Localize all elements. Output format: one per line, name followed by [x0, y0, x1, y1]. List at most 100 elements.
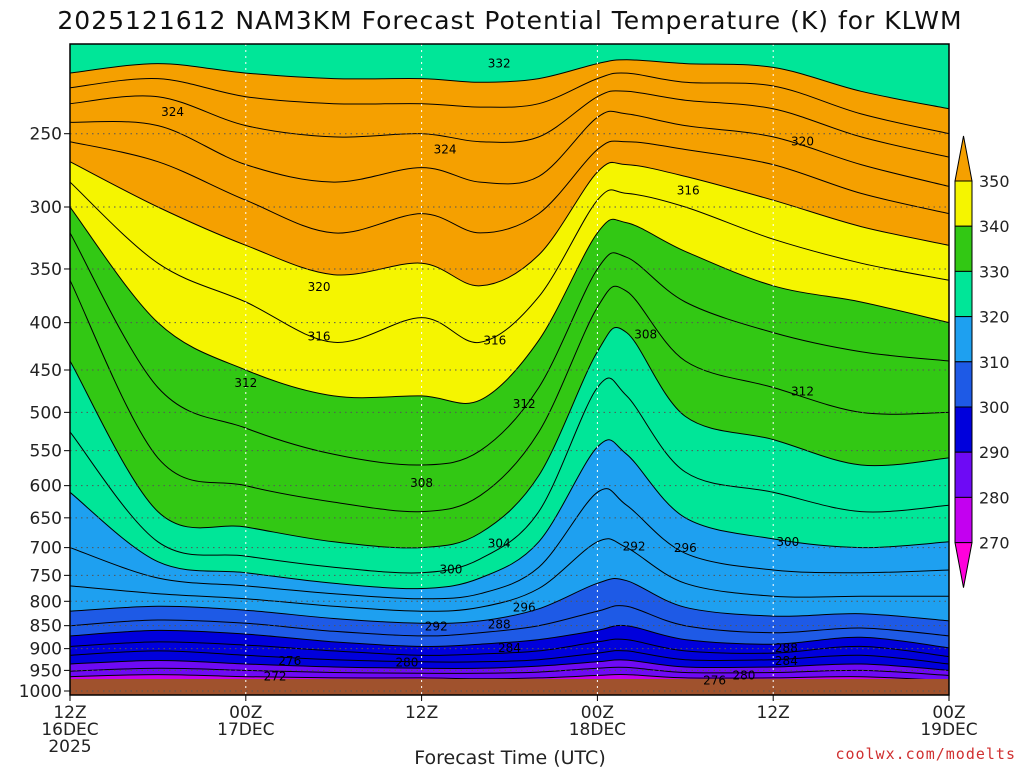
colorbar-tick-label: 320 [979, 308, 1010, 327]
colorbar-segment-310-320 [954, 316, 973, 363]
contour-label-288: 288 [488, 618, 511, 632]
colorbar-tick-label: 340 [979, 217, 1010, 236]
x-tick-label: 17DEC [217, 720, 274, 740]
isentrope-296 [70, 638, 949, 658]
contour-label-332: 332 [488, 57, 511, 71]
x-tick-label: 00Z [581, 703, 614, 723]
colorbar-segment-320-330 [954, 270, 973, 318]
x-tick-label: 16DEC [41, 720, 98, 740]
y-tick-label: 950 [30, 661, 62, 681]
y-tick-label: 250 [30, 125, 62, 145]
contour-label-308: 308 [634, 328, 657, 342]
isentrope-360 [70, 90, 949, 158]
isentrope-356 [70, 110, 949, 187]
colorbar-extend-top [954, 135, 973, 182]
colorbar-segment-270-280 [954, 496, 973, 544]
isentrope-308 [70, 578, 949, 624]
y-tick-label: 300 [30, 198, 62, 218]
y-tick-label: 750 [30, 566, 62, 586]
isentrope-300 [70, 624, 949, 649]
contour-label-308: 308 [410, 476, 433, 490]
colorbar-extend-bottom [954, 542, 973, 588]
isentrope-284 [70, 666, 949, 676]
contour-label-276: 276 [703, 673, 726, 687]
colorbar-segment-300-310 [954, 361, 973, 408]
y-tick-label: 700 [30, 539, 62, 559]
contour-label-288: 288 [775, 641, 798, 655]
contour-label-312: 312 [513, 397, 536, 411]
contour-label-292: 292 [425, 620, 448, 634]
contour-label-276: 276 [278, 654, 301, 668]
isentrope-320 [70, 439, 949, 590]
contour-label-300: 300 [439, 562, 462, 576]
contour-label-312: 312 [791, 385, 814, 399]
colorbar-segment-290-300 [954, 406, 973, 453]
y-tick-label: 600 [30, 477, 62, 497]
colorbar-tick-label: 270 [979, 534, 1010, 553]
grid-lines [70, 44, 949, 695]
contour-label-320: 320 [308, 280, 331, 294]
contour-label-284: 284 [498, 641, 521, 655]
y-tick-label: 850 [30, 617, 62, 637]
x-axis-label: Forecast Time (UTC) [414, 747, 605, 768]
x-tick-label: 00Z [932, 703, 965, 723]
y-axis: 250 300 350 400 450 500 550 600 650 700 750 800 850 9… [19, 125, 70, 702]
contour-label-296: 296 [674, 541, 697, 555]
colorbar-tick-label: 310 [979, 353, 1010, 372]
isentrope-280 [70, 673, 949, 682]
y-tick-label: 350 [30, 260, 62, 280]
x-tick-label: 00Z [229, 703, 262, 723]
isentrope-364 [70, 72, 949, 135]
colorbar-tick-label: 300 [979, 398, 1010, 417]
contour-label-300: 300 [776, 535, 799, 549]
x-tick-label: 12Z [757, 703, 790, 723]
isentrope-312 [70, 538, 949, 612]
contour-label-320: 320 [791, 135, 814, 149]
theta-filled-bands [70, 59, 949, 695]
contour-label-280: 280 [732, 668, 755, 682]
contour-label-272: 272 [264, 669, 287, 683]
x-tick-label: 12Z [405, 703, 438, 723]
isentrope-368 [70, 59, 949, 110]
y-tick-label: 800 [30, 592, 62, 612]
isentrope-288 [70, 659, 949, 671]
y-tick-label: 500 [30, 403, 62, 423]
colorbar-segment-330-340 [954, 225, 973, 272]
x-tick-label: 18DEC [569, 720, 626, 740]
colorbar-tick-label: 290 [979, 443, 1010, 462]
ground-surface [70, 679, 949, 695]
y-tick-label: 1000 [19, 682, 62, 702]
isentrope-328 [70, 327, 949, 549]
isentrope-352 [70, 140, 949, 234]
contour-label-316: 316 [677, 184, 700, 198]
contour-label-280: 280 [395, 656, 418, 670]
y-tick-label: 900 [30, 640, 62, 660]
isentrope-324 [70, 377, 949, 574]
x-tick-label: 12Z [53, 703, 86, 723]
x-tick-label: 19DEC [920, 720, 977, 740]
y-tick-label: 450 [30, 361, 62, 381]
contour-label-312: 312 [234, 376, 257, 390]
contour-labels: 332 324 324 320 316 320 316 316 308 312 312 312 308 3… [161, 57, 814, 688]
contour-label-316: 316 [483, 333, 506, 347]
colorbar-tick-label: 280 [979, 488, 1010, 507]
y-tick-label: 550 [30, 442, 62, 462]
contour-label-304: 304 [488, 537, 511, 551]
watermark[interactable]: coolwx.com/modelts [835, 745, 1016, 763]
y-tick-label: 650 [30, 509, 62, 529]
isentrope-292 [70, 650, 949, 665]
contour-label-324: 324 [434, 142, 457, 156]
colorbar-tick-label: 350 [979, 172, 1010, 191]
isentrope-344 [70, 181, 949, 343]
contour-label-284: 284 [775, 654, 798, 668]
colorbar-segment-280-290 [954, 451, 973, 498]
contour-label-316: 316 [308, 329, 331, 343]
contour-label-292: 292 [623, 539, 646, 553]
chart-title: 2025121612 NAM3KM Forecast Potential Tem… [57, 6, 962, 35]
contour-label-324: 324 [161, 105, 184, 119]
colorbar-tick-label: 330 [979, 262, 1010, 281]
colorbar: 270 280 290 300 310 320 330 340 350 [954, 135, 1010, 588]
x-tick-label: 2025 [48, 737, 91, 757]
